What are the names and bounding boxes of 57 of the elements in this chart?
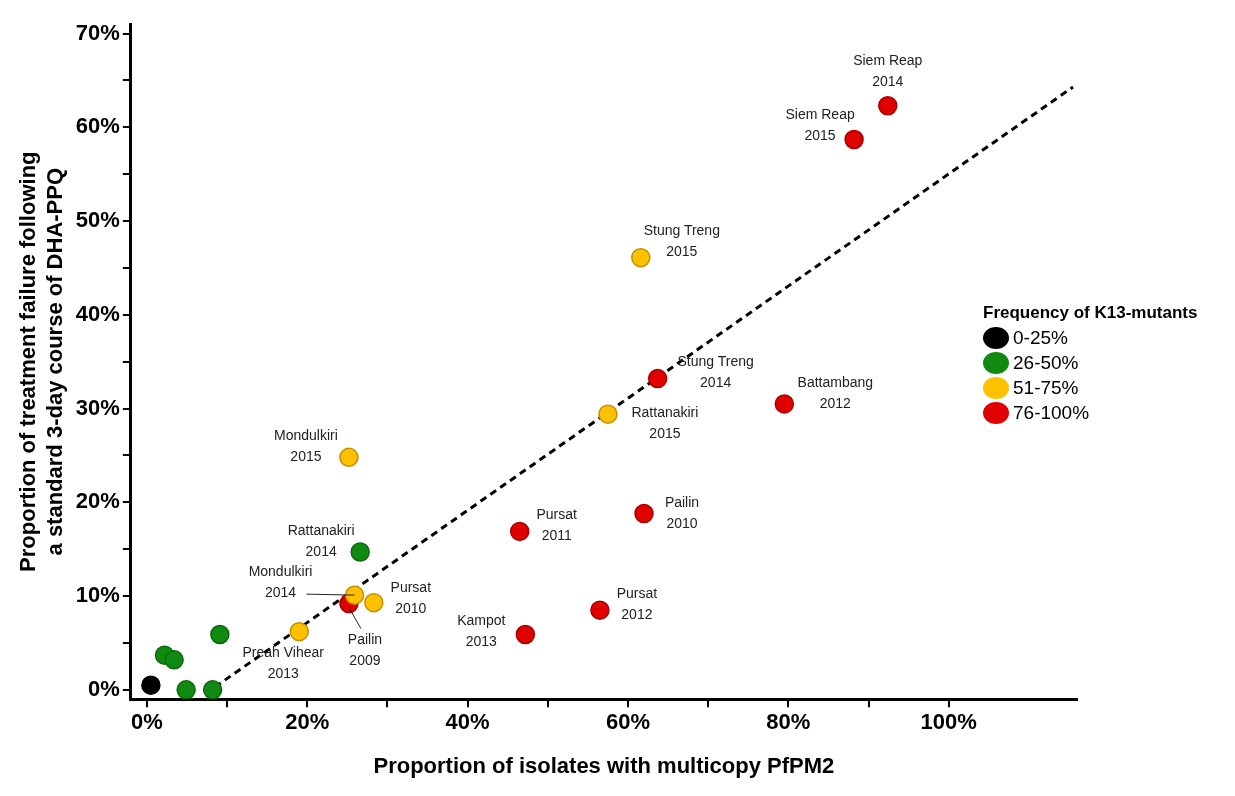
y-tick-label: 20% — [75, 488, 120, 514]
annotation: Rattanakiri 2015 — [631, 403, 699, 441]
point — [350, 542, 370, 562]
x-tick-label: 20% — [285, 709, 330, 735]
legend-label: 0-25% — [1013, 326, 1068, 349]
point — [590, 600, 610, 620]
annotation: Pursat 2011 — [536, 505, 578, 543]
point — [176, 680, 196, 700]
annotation: Pursat 2010 — [390, 579, 432, 616]
point — [509, 521, 530, 542]
y-tick-label: 70% — [75, 19, 120, 45]
annotation: Mondulkiri 2015 — [274, 426, 338, 464]
point — [141, 675, 161, 695]
legend-label: 26-50% — [1013, 351, 1079, 374]
y-axis-title: Proportion of treatment failure following a standard 3-day course of DHA-PPQ — [15, 151, 67, 572]
annotation: Siem Reap 2015 — [785, 105, 855, 143]
annotation: Mondulkiri 2014 — [248, 563, 313, 601]
x-tick-label: 0% — [130, 709, 163, 735]
annotation: Stung Treng 2014 — [677, 352, 754, 390]
point — [515, 624, 536, 645]
y-tick-label: 10% — [75, 582, 120, 608]
y-tick-label: 30% — [75, 394, 120, 420]
annotation: Pailin 2009 — [347, 630, 383, 668]
legend-label: 51-75% — [1013, 376, 1079, 399]
point — [202, 680, 223, 700]
point — [289, 621, 309, 642]
x-tick-label: 60% — [605, 709, 650, 735]
point — [647, 368, 668, 389]
y-tick-label: 60% — [75, 113, 120, 139]
point — [878, 96, 898, 116]
annotation: Kampot 2013 — [457, 611, 506, 649]
legend-label: 76-100% — [1013, 401, 1090, 424]
point — [364, 592, 384, 613]
point — [164, 650, 184, 670]
point — [344, 585, 365, 605]
legend-title: Frequency of K13-mutants — [983, 303, 1198, 323]
y-tick-label: 0% — [88, 675, 120, 701]
annotation: Battambang 2012 — [797, 374, 874, 412]
y-tick-label: 50% — [75, 207, 120, 233]
annotation: Stung Treng 2015 — [643, 222, 720, 259]
point — [634, 503, 654, 524]
point — [844, 129, 864, 150]
point — [210, 624, 230, 645]
annotation: Pailin 2010 — [664, 493, 700, 531]
point — [631, 247, 651, 268]
x-tick-label: 40% — [445, 709, 490, 735]
x-tick-label: 80% — [766, 709, 811, 735]
x-tick-label: 100% — [920, 709, 977, 735]
annotation: Siem Reap 2014 — [853, 52, 923, 90]
x-axis-title: Proportion of isolates with multicopy PfPM2 — [373, 752, 835, 778]
point — [774, 394, 795, 414]
point — [339, 447, 359, 468]
annotation: Preah Vihear 2013 — [242, 644, 325, 682]
y-tick-label: 40% — [75, 300, 120, 326]
annotation: Pursat 2012 — [616, 585, 658, 623]
annotation: Rattanakiri 2014 — [287, 522, 355, 560]
point — [598, 404, 618, 424]
